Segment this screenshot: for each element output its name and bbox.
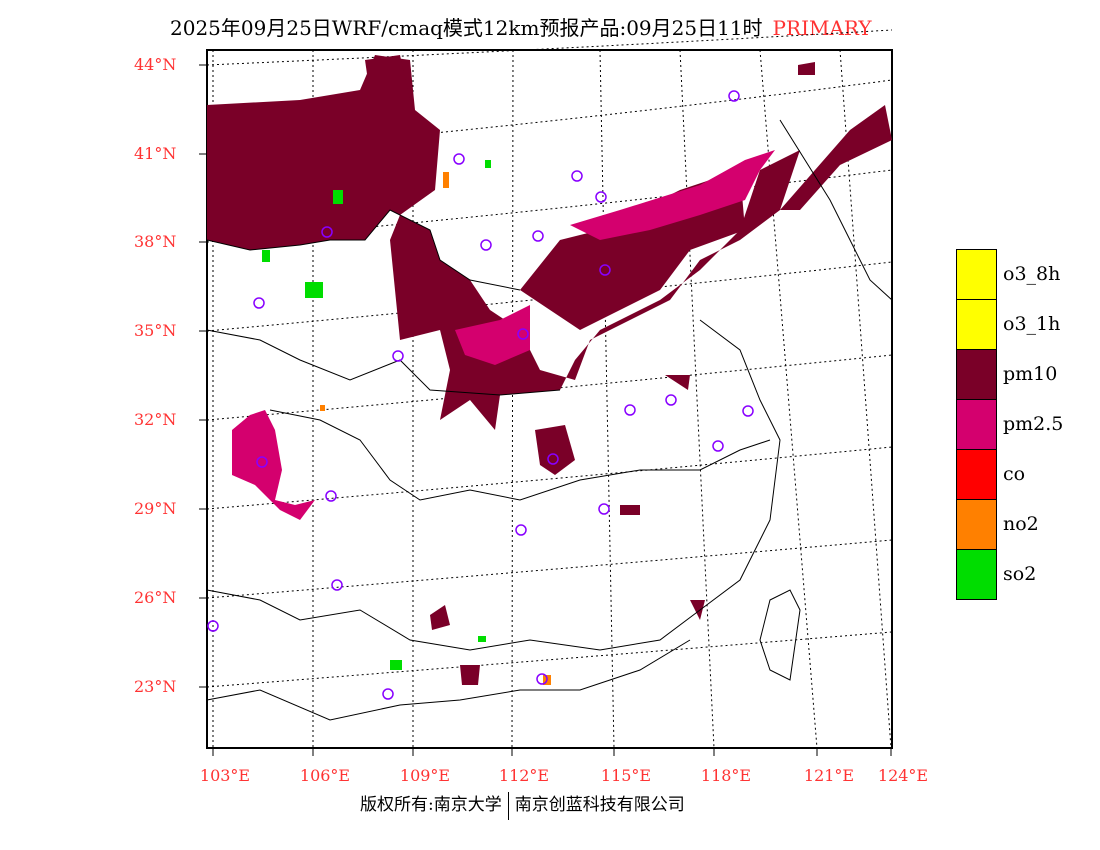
lat-label: 44°N bbox=[134, 55, 177, 74]
lon-label: 109°E bbox=[399, 766, 451, 785]
legend-label: so2 bbox=[1003, 563, 1037, 585]
boundaries bbox=[206, 119, 893, 721]
legend-item-o3-8h: o3_8h bbox=[956, 249, 1063, 299]
lat-label: 29°N bbox=[134, 499, 177, 518]
legend-swatch bbox=[956, 449, 997, 499]
pm25-area bbox=[232, 150, 775, 520]
footer-left: 版权所有:南京大学 bbox=[360, 795, 502, 815]
legend-label: pm2.5 bbox=[1003, 413, 1064, 435]
lat-label: 23°N bbox=[134, 677, 177, 696]
legend-swatch bbox=[956, 548, 997, 600]
lat-label: 26°N bbox=[134, 588, 177, 607]
legend: o3_8h o3_1h pm10 pm2.5 co no2 so2 bbox=[956, 249, 1063, 600]
legend-swatch bbox=[956, 499, 997, 549]
lon-label: 118°E bbox=[700, 766, 752, 785]
lat-label: 32°N bbox=[134, 410, 177, 429]
legend-item-o3-1h: o3_1h bbox=[956, 299, 1063, 349]
legend-item-pm25: pm2.5 bbox=[956, 399, 1063, 449]
axis-ticks bbox=[199, 64, 892, 756]
legend-label: no2 bbox=[1003, 513, 1039, 535]
legend-item-no2: no2 bbox=[956, 499, 1063, 549]
map-title: 2025年09月25日WRF/cmaq模式12km预报产品:09月25日11时 P… bbox=[170, 12, 872, 41]
title-text: 2025年09月25日WRF/cmaq模式12km预报产品:09月25日11时 bbox=[170, 16, 763, 40]
legend-label: co bbox=[1003, 463, 1026, 485]
station-markers bbox=[207, 90, 754, 700]
so2-area bbox=[262, 160, 491, 670]
lon-label: 124°E bbox=[877, 766, 929, 785]
footer-divider bbox=[507, 791, 509, 820]
lon-label: 106°E bbox=[299, 766, 351, 785]
copyright-footer: 版权所有:南京大学 南京创蓝科技有限公司 bbox=[360, 790, 685, 820]
legend-label: o3_8h bbox=[1003, 263, 1061, 285]
legend-item-pm10: pm10 bbox=[956, 349, 1063, 399]
lon-label: 115°E bbox=[600, 766, 652, 785]
lat-label: 41°N bbox=[134, 144, 177, 163]
lon-label: 103°E bbox=[199, 766, 251, 785]
legend-item-co: co bbox=[956, 449, 1063, 499]
lon-label: 112°E bbox=[498, 766, 550, 785]
lat-label: 38°N bbox=[134, 232, 177, 251]
legend-swatch bbox=[956, 299, 997, 349]
legend-swatch bbox=[956, 249, 997, 299]
lon-label: 121°E bbox=[803, 766, 855, 785]
legend-item-so2: so2 bbox=[956, 548, 1063, 600]
legend-label: pm10 bbox=[1003, 363, 1058, 385]
footer-right: 南京创蓝科技有限公司 bbox=[514, 795, 685, 815]
legend-label: o3_1h bbox=[1003, 313, 1061, 335]
legend-swatch bbox=[956, 349, 997, 399]
legend-swatch bbox=[956, 399, 997, 449]
title-tag: PRIMARY bbox=[772, 16, 872, 40]
lat-label: 35°N bbox=[134, 321, 177, 340]
